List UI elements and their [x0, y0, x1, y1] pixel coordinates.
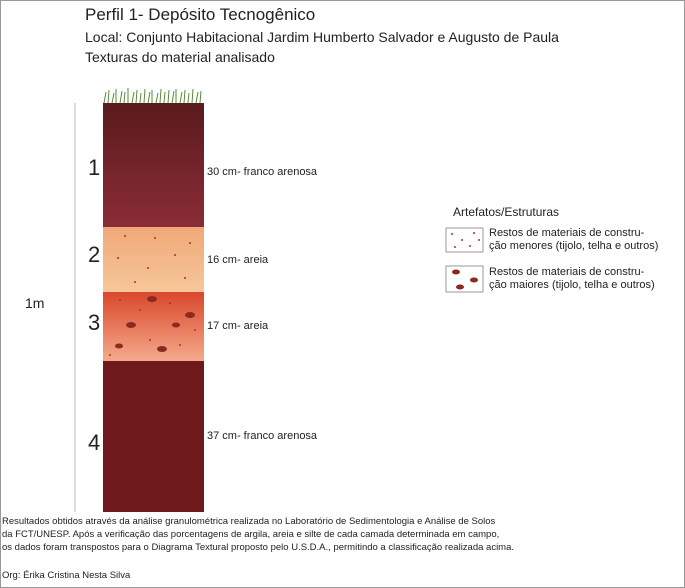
legend-text: ção maiores (tijolo, telha e outros) — [489, 279, 655, 291]
location: Local: Conjunto Habitacional Jardim Humb… — [85, 29, 559, 45]
layer-3 — [103, 292, 204, 361]
layer-number: 3 — [88, 310, 100, 335]
legend-text: ção menores (tijolo, telha e outros) — [489, 240, 658, 252]
layer-number: 4 — [88, 430, 100, 455]
legend-text: Restos de materiais de constru- — [489, 227, 645, 239]
layer-label: 16 cm- areia — [207, 254, 269, 266]
footer-text: Resultados obtidos através da análise gr… — [2, 516, 496, 527]
credit: Org: Érika Cristina Nesta Silva — [2, 570, 131, 581]
layer-label: 30 cm- franco arenosa — [207, 166, 318, 178]
layer-1 — [103, 103, 204, 227]
layer-number: 2 — [88, 242, 100, 267]
layer-4 — [103, 361, 204, 512]
legend-title: Artefatos/Estruturas — [453, 205, 559, 219]
scale-label: 1m — [25, 295, 44, 311]
layer-number: 1 — [88, 155, 100, 180]
footer-text: os dados foram transpostos para o Diagra… — [2, 542, 514, 553]
subtitle: Texturas do material analisado — [85, 49, 275, 65]
layer-label: 17 cm- areia — [207, 320, 269, 332]
layer-label: 37 cm- franco arenosa — [207, 430, 318, 442]
title: Perfil 1- Depósito Tecnogênico — [85, 5, 315, 24]
legend-swatch — [446, 228, 483, 252]
layer-2 — [103, 227, 204, 292]
footer-text: da FCT/UNESP. Após a verificação das por… — [2, 529, 499, 540]
legend-text: Restos de materiais de constru- — [489, 266, 645, 278]
page: Perfil 1- Depósito Tecnogênico Local: Co… — [0, 0, 685, 588]
